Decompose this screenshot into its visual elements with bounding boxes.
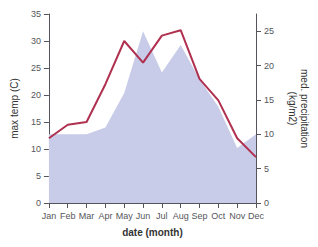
svg-text:May: May [116,211,134,221]
svg-text:Feb: Feb [60,211,76,221]
svg-text:Aug: Aug [173,211,189,221]
svg-text:med. precipitation: med. precipitation [299,69,310,148]
svg-text:20: 20 [264,61,274,71]
svg-text:5: 5 [264,164,269,174]
svg-text:Jan: Jan [42,211,57,221]
svg-text:10: 10 [31,144,41,154]
svg-text:(kg/m2): (kg/m2) [287,92,298,126]
svg-text:Apr: Apr [98,211,112,221]
svg-text:25: 25 [264,26,274,36]
svg-text:Mar: Mar [79,211,95,221]
svg-text:Sep: Sep [192,211,208,221]
svg-text:Oct: Oct [211,211,226,221]
svg-text:35: 35 [31,9,41,19]
svg-text:date (month): date (month) [122,227,183,238]
svg-text:10: 10 [264,129,274,139]
svg-text:Jul: Jul [156,211,168,221]
svg-text:max temp (C): max temp (C) [9,78,20,139]
svg-text:0: 0 [264,198,269,208]
svg-text:15: 15 [31,117,41,127]
svg-text:0: 0 [36,198,41,208]
svg-text:20: 20 [31,90,41,100]
svg-text:25: 25 [31,63,41,73]
svg-text:30: 30 [31,36,41,46]
svg-text:Jun: Jun [136,211,151,221]
svg-text:Nov: Nov [229,211,246,221]
svg-text:Dec: Dec [248,211,265,221]
svg-text:15: 15 [264,95,274,105]
svg-text:5: 5 [36,171,41,181]
